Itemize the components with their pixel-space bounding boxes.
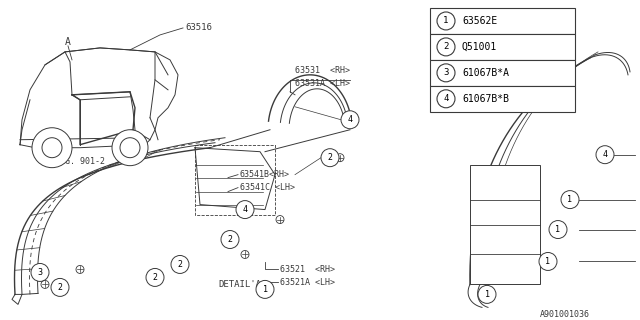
Circle shape: [256, 280, 274, 298]
Text: 1: 1: [262, 285, 268, 294]
Circle shape: [437, 38, 455, 56]
Circle shape: [146, 268, 164, 286]
Bar: [195, 145, 275, 215]
Text: 63531A <LH>: 63531A <LH>: [295, 79, 350, 88]
Text: 63521A <LH>: 63521A <LH>: [280, 278, 335, 287]
Text: 2: 2: [444, 43, 449, 52]
Circle shape: [596, 146, 614, 164]
Circle shape: [32, 128, 72, 168]
Text: 4: 4: [243, 205, 248, 214]
Text: 1: 1: [556, 225, 561, 234]
Text: 63541B<RH>: 63541B<RH>: [240, 170, 290, 179]
Bar: [430, 8, 575, 34]
Text: 2: 2: [328, 153, 333, 162]
Text: 4: 4: [348, 115, 353, 124]
Text: 1: 1: [568, 195, 573, 204]
Text: 2: 2: [177, 260, 182, 269]
Circle shape: [31, 263, 49, 281]
Text: 2: 2: [227, 235, 232, 244]
Circle shape: [341, 111, 359, 129]
Circle shape: [171, 255, 189, 274]
Text: A901001036: A901001036: [540, 310, 590, 319]
Text: FIG. 901-2: FIG. 901-2: [55, 157, 105, 166]
Circle shape: [236, 201, 254, 219]
Circle shape: [42, 138, 62, 158]
Text: 61067B*A: 61067B*A: [462, 68, 509, 78]
Text: 63516: 63516: [185, 23, 212, 32]
Circle shape: [549, 220, 567, 238]
Bar: [430, 86, 575, 112]
Circle shape: [437, 90, 455, 108]
Circle shape: [41, 280, 49, 288]
Circle shape: [321, 149, 339, 167]
Bar: [430, 60, 575, 86]
Text: 3: 3: [444, 68, 449, 77]
Circle shape: [120, 138, 140, 158]
Text: 4: 4: [444, 94, 449, 103]
Circle shape: [346, 116, 354, 124]
Text: 1: 1: [545, 257, 550, 266]
Text: 4: 4: [602, 150, 607, 159]
Circle shape: [539, 252, 557, 270]
Text: 63521  <RH>: 63521 <RH>: [280, 265, 335, 274]
Circle shape: [276, 216, 284, 224]
Circle shape: [561, 191, 579, 209]
Circle shape: [437, 12, 455, 30]
Text: 63541C <LH>: 63541C <LH>: [240, 183, 295, 192]
Text: 61067B*B: 61067B*B: [462, 94, 509, 104]
Text: Q51001: Q51001: [462, 42, 497, 52]
Text: 1: 1: [444, 16, 449, 26]
Circle shape: [51, 278, 69, 296]
Circle shape: [336, 154, 344, 162]
Text: 2: 2: [152, 273, 157, 282]
Text: 2: 2: [58, 283, 63, 292]
Text: A: A: [65, 37, 71, 47]
Circle shape: [241, 251, 249, 259]
Circle shape: [76, 266, 84, 274]
Bar: [470, 165, 540, 284]
Circle shape: [221, 230, 239, 249]
Text: 63562E: 63562E: [462, 16, 497, 26]
Text: 63531  <RH>: 63531 <RH>: [295, 66, 350, 75]
Bar: [430, 34, 575, 60]
Text: 1: 1: [484, 290, 490, 299]
Circle shape: [478, 285, 496, 303]
Circle shape: [437, 64, 455, 82]
Text: 3: 3: [38, 268, 42, 277]
Circle shape: [112, 130, 148, 166]
Text: DETAIL'A': DETAIL'A': [218, 280, 266, 289]
